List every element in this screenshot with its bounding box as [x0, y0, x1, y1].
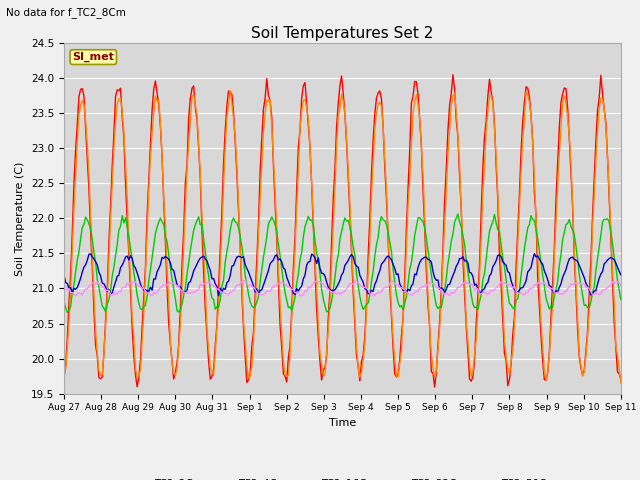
Text: SI_met: SI_met: [72, 52, 114, 62]
TC2_4Cm: [524, 93, 532, 98]
TC2_4Cm: [517, 170, 525, 176]
TC2_2Cm: [60, 372, 68, 378]
TC2_16Cm: [374, 235, 382, 240]
TC2_4Cm: [228, 101, 236, 107]
Line: TC2_50Cm: TC2_50Cm: [64, 280, 621, 296]
TC2_2Cm: [227, 89, 234, 95]
TC2_16Cm: [228, 219, 236, 225]
TC2_50Cm: [371, 293, 379, 299]
TC2_50Cm: [519, 291, 527, 297]
TC2_50Cm: [67, 289, 74, 295]
TC2_2Cm: [372, 95, 380, 101]
TC2_50Cm: [227, 289, 234, 295]
Line: TC2_32Cm: TC2_32Cm: [64, 253, 621, 296]
TC2_32Cm: [517, 285, 525, 291]
TC2_50Cm: [241, 277, 249, 283]
TC2_4Cm: [617, 380, 625, 386]
TC2_50Cm: [376, 289, 383, 295]
TC2_2Cm: [183, 163, 191, 169]
TC2_16Cm: [60, 299, 68, 304]
TC2_32Cm: [228, 264, 236, 269]
TC2_16Cm: [519, 259, 527, 264]
TC2_32Cm: [60, 272, 68, 278]
TC2_16Cm: [617, 297, 625, 302]
Title: Soil Temperatures Set 2: Soil Temperatures Set 2: [252, 25, 433, 41]
TC2_4Cm: [67, 287, 74, 293]
X-axis label: Time: Time: [329, 418, 356, 428]
TC2_4Cm: [374, 101, 382, 107]
TC2_2Cm: [525, 94, 533, 99]
Y-axis label: Soil Temperature (C): Soil Temperature (C): [15, 161, 26, 276]
TC2_16Cm: [454, 211, 461, 217]
TC2_2Cm: [449, 72, 457, 78]
Line: TC2_16Cm: TC2_16Cm: [64, 214, 621, 312]
TC2_32Cm: [67, 285, 74, 290]
TC2_4Cm: [227, 87, 234, 93]
TC2_32Cm: [524, 269, 532, 275]
TC2_50Cm: [183, 289, 191, 295]
TC2_4Cm: [183, 167, 191, 173]
TC2_16Cm: [68, 290, 76, 296]
Line: TC2_4Cm: TC2_4Cm: [64, 90, 621, 383]
TC2_50Cm: [60, 281, 68, 287]
TC2_50Cm: [617, 283, 625, 288]
TC2_32Cm: [215, 293, 223, 299]
TC2_32Cm: [531, 251, 538, 256]
TC2_16Cm: [63, 310, 71, 315]
TC2_50Cm: [525, 286, 533, 292]
Line: TC2_2Cm: TC2_2Cm: [64, 75, 621, 387]
TC2_2Cm: [431, 384, 438, 390]
TC2_2Cm: [617, 375, 625, 381]
TC2_32Cm: [374, 272, 382, 278]
TC2_4Cm: [60, 376, 68, 382]
TC2_16Cm: [525, 222, 533, 228]
TC2_32Cm: [183, 287, 191, 293]
TC2_32Cm: [617, 272, 625, 278]
TC2_2Cm: [519, 118, 527, 124]
Legend: TC2_2Cm, TC2_4Cm, TC2_16Cm, TC2_32Cm, TC2_50Cm: TC2_2Cm, TC2_4Cm, TC2_16Cm, TC2_32Cm, TC…: [124, 474, 561, 480]
TC2_2Cm: [67, 271, 74, 276]
TC2_16Cm: [185, 260, 193, 266]
Text: No data for f_TC2_8Cm: No data for f_TC2_8Cm: [6, 7, 126, 18]
